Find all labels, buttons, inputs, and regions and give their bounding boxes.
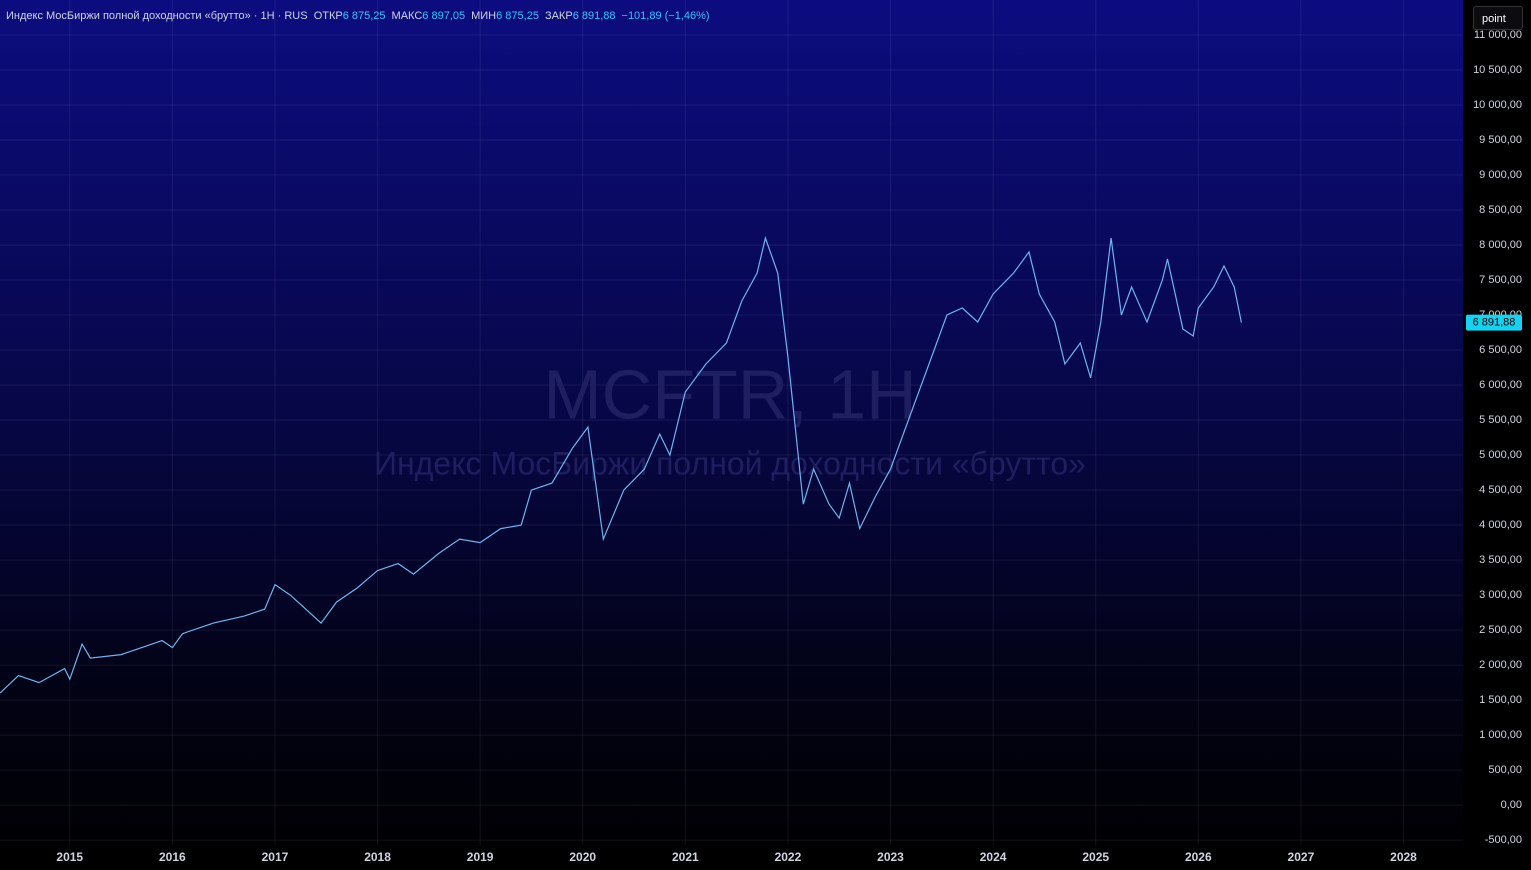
- x-tick-label: 2015: [56, 850, 83, 864]
- x-tick-label: 2025: [1082, 850, 1109, 864]
- y-tick-label: 3 000,00: [1479, 589, 1522, 601]
- y-tick-label: 8 500,00: [1479, 204, 1522, 216]
- price-tag-box: [1466, 314, 1522, 331]
- y-tick-label: 11 000,00: [1474, 29, 1522, 41]
- x-tick-label: 2016: [159, 850, 186, 864]
- watermark: MCFTR, 1H: [543, 355, 916, 433]
- y-tick-label: 1 500,00: [1479, 694, 1522, 706]
- y-tick-label: 4 000,00: [1479, 519, 1522, 531]
- x-tick-label: 2026: [1185, 850, 1212, 864]
- price-line: [0, 235, 1242, 694]
- y-tick-label: 3 500,00: [1479, 554, 1522, 566]
- x-tick-label: 2027: [1288, 850, 1315, 864]
- x-tick-label: 2022: [775, 850, 802, 864]
- y-tick-label: 1 000,00: [1479, 729, 1522, 741]
- ohlc-value: 6 891,88: [572, 10, 616, 22]
- y-tick-label: 0,00: [1501, 799, 1522, 811]
- legend-header: Индекс МосБиржи полной доходности «брутт…: [6, 10, 716, 22]
- ohlc-value: 6 897,05: [422, 10, 466, 22]
- x-tick-label: 2019: [467, 850, 494, 864]
- y-tick-label: 500,00: [1488, 764, 1522, 776]
- y-tick-label: 9 000,00: [1479, 169, 1522, 181]
- watermark-subtitle: Индекс МосБиржи полной доходности «брутт…: [374, 445, 1086, 481]
- x-tick-label: 2023: [877, 850, 904, 864]
- y-tick-label: 6 500,00: [1479, 344, 1522, 356]
- x-tick-label: 2017: [262, 850, 289, 864]
- price-axis: [1463, 0, 1531, 870]
- y-tick-label: 5 500,00: [1479, 414, 1522, 426]
- x-tick-label: 2028: [1390, 850, 1417, 864]
- y-tick-label: 2 000,00: [1479, 659, 1522, 671]
- ohlc-label: МАКС: [391, 10, 423, 22]
- y-tick-label: 6 000,00: [1479, 379, 1522, 391]
- y-tick-label: 10 000,00: [1473, 99, 1522, 111]
- y-tick-label: 4 500,00: [1479, 484, 1522, 496]
- point-button[interactable]: point: [1473, 6, 1523, 30]
- y-tick-label: 2 500,00: [1479, 624, 1522, 636]
- y-tick-label: 10 500,00: [1473, 64, 1522, 76]
- ohlc-value: 6 875,25: [342, 10, 386, 22]
- y-tick-label: 9 500,00: [1479, 134, 1522, 146]
- ohlc-label: ОТКР: [313, 10, 343, 22]
- price-tag-label: 6 891,88: [1473, 317, 1516, 329]
- title: Индекс МосБиржи полной доходности «брутт…: [6, 10, 308, 22]
- ohlc-value: 6 875,25: [496, 10, 539, 22]
- y-tick-label: -500,00: [1485, 834, 1522, 846]
- change: −101,89 (−1,46%): [621, 10, 710, 22]
- time-axis: [0, 845, 1531, 870]
- x-tick-label: 2020: [569, 850, 596, 864]
- y-tick-label: 8 000,00: [1479, 239, 1522, 251]
- y-tick-label: 7 500,00: [1479, 274, 1522, 286]
- ohlc-label: МИН: [471, 10, 497, 22]
- x-tick-label: 2021: [672, 850, 699, 864]
- ohlc-label: ЗАКР: [544, 10, 573, 22]
- x-tick-label: 2024: [980, 850, 1007, 864]
- y-tick-label: 5 000,00: [1479, 449, 1522, 461]
- x-tick-label: 2018: [364, 850, 391, 864]
